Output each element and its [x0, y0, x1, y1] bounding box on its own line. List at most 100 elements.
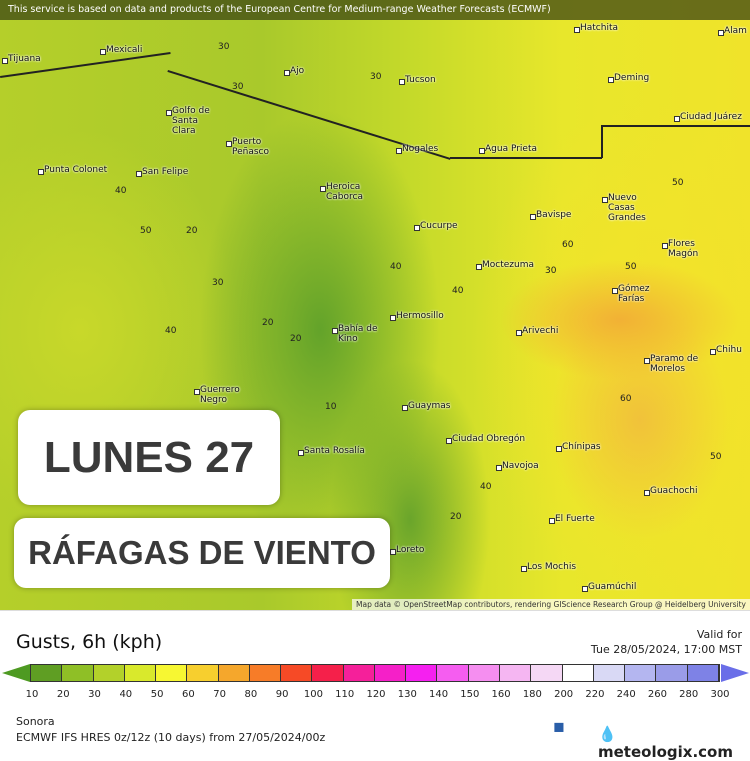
colorbar-swatch — [62, 665, 94, 681]
colorbar-swatch — [343, 665, 375, 681]
colorbar-tick-label: 130 — [397, 689, 417, 700]
meteologix-logo[interactable]: 💧meteologix.com — [598, 725, 750, 761]
contour-label: 60 — [562, 240, 574, 250]
contour-label: 50 — [672, 178, 684, 188]
colorbar-tick-label: 260 — [647, 689, 667, 700]
colorbar-tick-label: 30 — [88, 689, 101, 700]
colorbar-tick-label: 280 — [679, 689, 699, 700]
city-label: Guamúchil — [581, 582, 637, 592]
colorbar-tick-label: 110 — [335, 689, 355, 700]
region-name: Sonora — [16, 715, 55, 728]
city-label: Ciudad Juárez — [674, 112, 742, 122]
colorbar-swatch — [249, 665, 282, 681]
colorbar-swatch — [499, 665, 532, 681]
colorbar-swatch — [593, 665, 626, 681]
ecmwf-logo: ◼ — [553, 719, 565, 735]
city-label: Arivechi — [515, 326, 559, 336]
colorbar-tick-label: 220 — [585, 689, 605, 700]
city-label: Puerto Peñasco — [226, 137, 282, 157]
colorbar-tick-label: 10 — [25, 689, 39, 700]
colorbar-tick-label: 300 — [710, 689, 730, 700]
city-label: Flores Magón — [662, 239, 708, 259]
variable-label: RÁFAGAS DE VIENTO — [14, 518, 390, 588]
colorbar-swatch — [531, 665, 563, 681]
city-label: Mexicali — [99, 45, 143, 55]
city-label: Bavispe — [529, 210, 572, 220]
contour-label: 40 — [452, 286, 464, 296]
contour-label: 30 — [545, 266, 557, 276]
city-label: Deming — [607, 73, 650, 83]
us-mexico-border — [450, 157, 602, 159]
ecmwf-notice: This service is based on data and produc… — [0, 0, 750, 20]
colorbar-swatch — [468, 665, 500, 681]
colorbar-tick-label: 120 — [366, 689, 386, 700]
colorbar-tick-label: 180 — [522, 689, 542, 700]
colorbar-swatch — [281, 665, 313, 681]
colorbar-swatch — [437, 665, 469, 681]
colorbar-tick-label: 140 — [428, 689, 449, 700]
colorbar-swatch — [218, 665, 250, 681]
colorbar-tick-label: 80 — [244, 689, 258, 700]
city-label: El Fuerte — [549, 514, 595, 524]
city-label: Nogales — [395, 144, 439, 154]
colorbar-swatch — [312, 665, 344, 681]
legend-title: Gusts, 6h (kph) — [16, 631, 163, 653]
city-label: Guaymas — [402, 401, 451, 411]
us-mexico-border — [601, 125, 750, 127]
city-label: Agua Prieta — [478, 144, 538, 154]
colorbar-swatch — [687, 665, 719, 681]
city-label: Guachochi — [644, 486, 698, 496]
contour-label: 40 — [480, 482, 492, 492]
city-label: Guerrero Negro — [194, 385, 250, 405]
city-label: Moctezuma — [476, 260, 534, 270]
city-label: Tucson — [399, 75, 436, 85]
colorbar-swatch — [187, 665, 219, 681]
colorbar-tick-label: 60 — [181, 689, 195, 700]
colorbar-swatch — [374, 665, 407, 681]
city-label: Chínipas — [556, 442, 601, 452]
colorbar — [30, 664, 720, 682]
city-label: Punta Colonet — [37, 165, 108, 175]
city-label: Hatchita — [573, 23, 619, 33]
contour-label: 30 — [370, 72, 382, 82]
city-label: Ajo — [283, 66, 305, 76]
colorbar-swatch — [31, 665, 63, 681]
city-label: Alam — [718, 26, 747, 36]
map-attribution[interactable]: Map data © OpenStreetMap contributors, r… — [352, 599, 750, 610]
contour-label: 20 — [186, 226, 198, 236]
colorbar-tick-label: 200 — [554, 689, 574, 700]
model-info: ECMWF IFS HRES 0z/12z (10 days) from 27/… — [16, 731, 326, 744]
colorbar-swatch — [625, 665, 657, 681]
colorbar-tick-label: 40 — [119, 689, 133, 700]
contour-label: 40 — [165, 326, 177, 336]
brand-name: meteologix.com — [598, 743, 733, 761]
contour-label: 30 — [212, 278, 224, 288]
city-label: Chihu — [710, 345, 742, 355]
city-label: Gómez Farías — [612, 284, 658, 304]
city-label: Nuevo Casas Grandes — [602, 193, 658, 223]
city-label: Los Mochis — [520, 562, 577, 572]
colorbar-min-arrow — [2, 664, 30, 682]
contour-label: 40 — [390, 262, 402, 272]
city-label: San Felipe — [135, 167, 189, 177]
colorbar-ticks: 10 20 30 40 50 60 70 80 90 100 110 120 130 140 150 160 1… — [0, 689, 750, 703]
us-mexico-border — [601, 125, 603, 158]
contour-label: 10 — [325, 402, 337, 412]
city-label: Cucurpe — [414, 221, 458, 231]
city-label: Ciudad Obregón — [445, 434, 526, 444]
colorbar-tick-label: 150 — [460, 689, 480, 700]
contour-label: 20 — [450, 512, 462, 522]
contour-label: 60 — [620, 394, 632, 404]
colorbar-swatch — [124, 665, 157, 681]
colorbar-tick-label: 50 — [150, 689, 164, 700]
colorbar-swatch — [656, 665, 688, 681]
city-label: Bahía de Kino — [332, 324, 378, 344]
contour-label: 30 — [232, 82, 244, 92]
city-label: Heroica Caborca — [320, 182, 376, 202]
contour-label: 30 — [218, 42, 230, 52]
weather-map[interactable]: This service is based on data and produc… — [0, 0, 750, 610]
colorbar-swatch — [406, 665, 438, 681]
contour-label: 50 — [625, 262, 637, 272]
city-label: Loreto — [389, 545, 425, 555]
contour-label: 20 — [290, 334, 302, 344]
